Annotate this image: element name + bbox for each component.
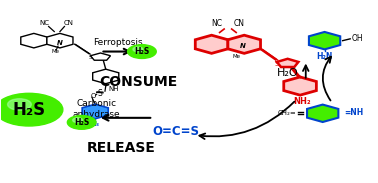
Text: NH₂: NH₂ bbox=[293, 97, 311, 106]
Text: O: O bbox=[90, 93, 96, 99]
Polygon shape bbox=[93, 69, 119, 84]
Text: CN: CN bbox=[63, 20, 73, 26]
Text: Me: Me bbox=[51, 49, 59, 54]
Text: anhydrase: anhydrase bbox=[73, 110, 121, 119]
Text: Carbonic: Carbonic bbox=[77, 99, 117, 108]
Polygon shape bbox=[284, 77, 316, 95]
Text: CN: CN bbox=[234, 19, 245, 28]
Text: S: S bbox=[275, 61, 279, 67]
Text: NC: NC bbox=[211, 19, 222, 28]
Text: Ferroptosis: Ferroptosis bbox=[93, 38, 142, 47]
Polygon shape bbox=[228, 35, 260, 53]
Circle shape bbox=[133, 47, 143, 52]
Text: H₂S: H₂S bbox=[134, 47, 150, 56]
Text: CONSUME: CONSUME bbox=[99, 75, 177, 89]
Polygon shape bbox=[90, 53, 110, 60]
Polygon shape bbox=[82, 104, 108, 119]
Circle shape bbox=[0, 93, 63, 126]
Text: S: S bbox=[89, 55, 93, 60]
Text: OH: OH bbox=[352, 34, 364, 43]
Polygon shape bbox=[47, 33, 73, 48]
Text: CH₂=: CH₂= bbox=[277, 110, 296, 116]
Polygon shape bbox=[307, 104, 338, 122]
Text: H₂S: H₂S bbox=[12, 101, 45, 119]
Text: H₂S: H₂S bbox=[74, 118, 89, 127]
Text: $\mathsf{S}$: $\mathsf{S}$ bbox=[97, 87, 104, 98]
Text: NC: NC bbox=[40, 20, 50, 26]
Text: N: N bbox=[57, 40, 63, 46]
Text: O=C=S: O=C=S bbox=[152, 125, 199, 138]
Text: H₂O: H₂O bbox=[277, 68, 298, 78]
Text: N: N bbox=[239, 43, 245, 49]
Text: H₂N: H₂N bbox=[316, 52, 333, 61]
Text: Me: Me bbox=[233, 54, 241, 59]
Circle shape bbox=[128, 45, 156, 58]
Polygon shape bbox=[21, 33, 47, 48]
Polygon shape bbox=[309, 32, 340, 49]
Text: N₃: N₃ bbox=[91, 122, 100, 128]
Circle shape bbox=[8, 99, 31, 110]
Text: RELEASE: RELEASE bbox=[87, 141, 156, 155]
Text: =NH: =NH bbox=[344, 108, 363, 117]
Polygon shape bbox=[277, 59, 298, 67]
Polygon shape bbox=[195, 35, 228, 53]
Circle shape bbox=[73, 118, 83, 123]
Circle shape bbox=[67, 115, 96, 129]
Text: NH: NH bbox=[109, 86, 119, 92]
